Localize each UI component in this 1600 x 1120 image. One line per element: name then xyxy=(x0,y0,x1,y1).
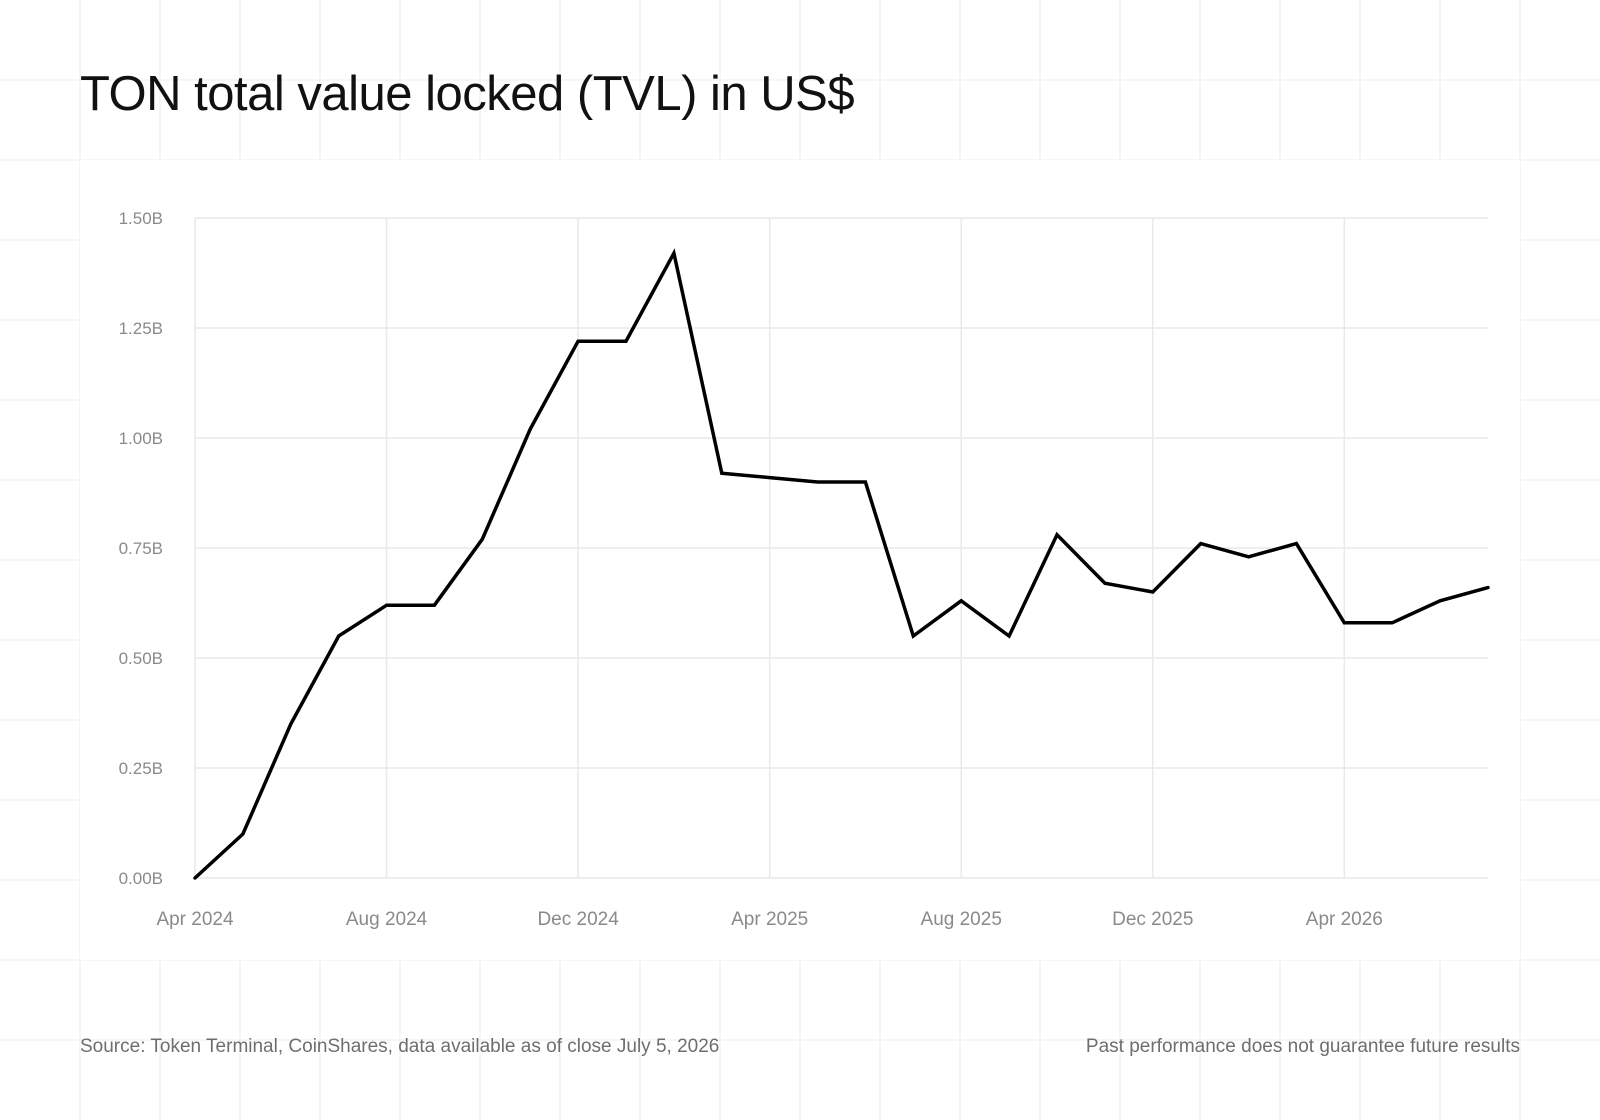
y-tick-label: 1.50B xyxy=(119,209,163,228)
x-tick-label: Apr 2026 xyxy=(1306,909,1383,930)
y-tick-label: 0.50B xyxy=(119,649,163,668)
source-note: Source: Token Terminal, CoinShares, data… xyxy=(80,1036,720,1057)
y-tick-label: 1.25B xyxy=(119,319,163,338)
x-tick-label: Dec 2025 xyxy=(1112,909,1193,930)
x-tick-label: Apr 2025 xyxy=(731,909,808,930)
tvl-series-line xyxy=(193,248,1490,880)
x-tick-label: Apr 2024 xyxy=(156,909,234,930)
y-tick-label: 0.00B xyxy=(119,869,163,888)
disclaimer-note: Past performance does not guarantee futu… xyxy=(1085,1036,1520,1057)
x-tick-label: Dec 2024 xyxy=(537,909,619,930)
chart-panel: 0.00B 0.25B 0.50B 0.75B 1.00B 1.25B 1.50B Apr 2… xyxy=(80,160,1520,960)
y-tick-label: 1.00B xyxy=(119,429,163,448)
line-chart: 0.00B 0.25B 0.50B 0.75B 1.00B 1.25B 1.50B Apr 2… xyxy=(119,209,1490,930)
chart-title: TON total value locked (TVL) in US$ xyxy=(80,67,855,121)
y-tick-label: 0.25B xyxy=(119,759,163,778)
x-tick-label: Aug 2024 xyxy=(346,909,428,930)
y-tick-label: 0.75B xyxy=(119,539,163,558)
x-tick-label: Aug 2025 xyxy=(921,909,1002,930)
